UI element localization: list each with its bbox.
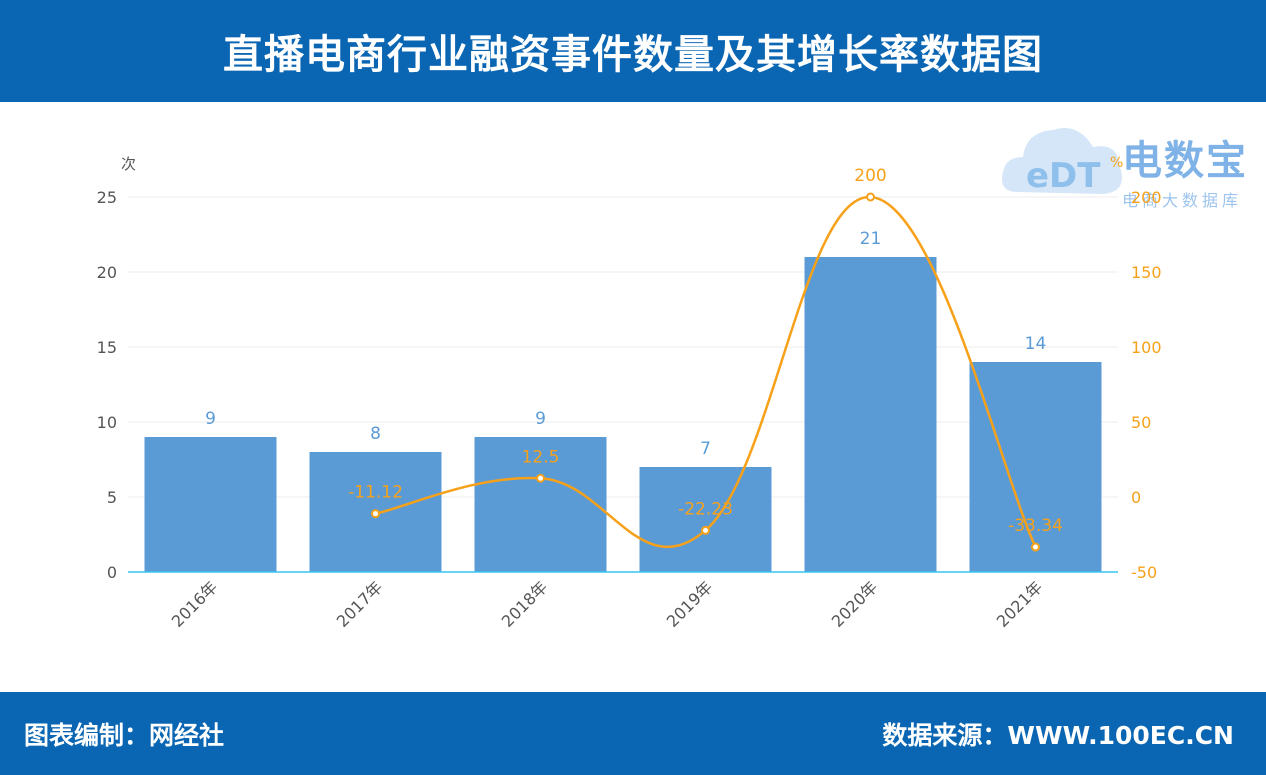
right-tick-label: 200 — [1131, 188, 1162, 207]
combo-chart: 0 5 10 15 20 25 -50 0 50 100 150 200 9 8 9 7 21 14 -11.… — [97, 155, 1162, 631]
cloud-logo-icon: eDT — [1002, 128, 1122, 196]
bar-labels: 9 8 9 7 21 14 — [205, 229, 1046, 459]
bar — [474, 437, 607, 572]
left-axis-ticks: 0 5 10 15 20 25 — [97, 188, 117, 582]
bar-value-label: 8 — [370, 424, 381, 444]
growth-point — [866, 192, 875, 202]
right-axis-ticks: -50 0 50 100 150 200 — [1131, 188, 1162, 582]
right-tick-label: 50 — [1131, 413, 1151, 432]
footer-source: 数据来源：WWW.100EC.CN — [882, 721, 1234, 750]
growth-point — [371, 509, 380, 519]
x-tick-label: 2020年 — [828, 577, 882, 631]
right-tick-label: 150 — [1131, 263, 1162, 282]
right-axis-unit: % — [1110, 155, 1123, 171]
growth-point — [1031, 542, 1040, 552]
gridlines — [128, 196, 1118, 498]
growth-line: -11.12 12.5 -22.23 200 -33.34 — [348, 166, 1063, 552]
x-tick-label: 2018年 — [498, 577, 552, 631]
growth-value-label: -33.34 — [1008, 516, 1063, 536]
growth-value-label: 12.5 — [522, 447, 560, 467]
growth-point — [701, 525, 710, 535]
left-tick-label: 10 — [97, 413, 117, 432]
bars — [144, 257, 1102, 572]
growth-line-path — [375, 195, 1037, 548]
right-tick-label: 0 — [1131, 488, 1141, 507]
x-tick-label: 2017年 — [333, 577, 387, 631]
growth-value-label: 200 — [854, 166, 886, 186]
left-axis-unit: 次 — [121, 155, 136, 173]
left-tick-label: 25 — [97, 188, 117, 207]
bar-value-label: 14 — [1025, 334, 1047, 354]
title-banner: 直播电商行业融资事件数量及其增长率数据图 — [0, 0, 1266, 102]
bar — [969, 362, 1102, 572]
right-tick-label: 100 — [1131, 338, 1162, 357]
logo-text: eDT — [1026, 156, 1101, 196]
x-tick-label: 2019年 — [663, 577, 717, 631]
growth-point — [536, 473, 545, 483]
footer-compiled-by: 图表编制：网经社 — [24, 721, 225, 750]
left-tick-label: 15 — [97, 338, 117, 357]
chart-title: 直播电商行业融资事件数量及其增长率数据图 — [223, 32, 1043, 78]
x-axis-labels: 2016年 2017年 2018年 2019年 2020年 2021年 — [168, 577, 1047, 631]
bar — [639, 467, 772, 572]
bar-value-label: 21 — [860, 229, 882, 249]
right-tick-label: -50 — [1131, 563, 1157, 582]
bar-value-label: 7 — [700, 439, 711, 459]
bar-value-label: 9 — [205, 409, 216, 429]
watermark-subtitle: 电商大数据库 — [1122, 191, 1243, 210]
growth-value-label: -11.12 — [348, 483, 403, 503]
bar — [144, 437, 277, 572]
watermark-name: 电数宝 — [1122, 138, 1248, 184]
left-tick-label: 20 — [97, 263, 117, 282]
bar-value-label: 9 — [535, 409, 546, 429]
x-tick-label: 2016年 — [168, 577, 222, 631]
left-tick-label: 5 — [107, 488, 117, 507]
x-tick-label: 2021年 — [993, 577, 1047, 631]
growth-value-label: -22.23 — [678, 499, 733, 519]
bar — [804, 257, 937, 572]
footer-banner: 图表编制：网经社 数据来源：WWW.100EC.CN — [0, 692, 1266, 775]
left-tick-label: 0 — [107, 563, 117, 582]
